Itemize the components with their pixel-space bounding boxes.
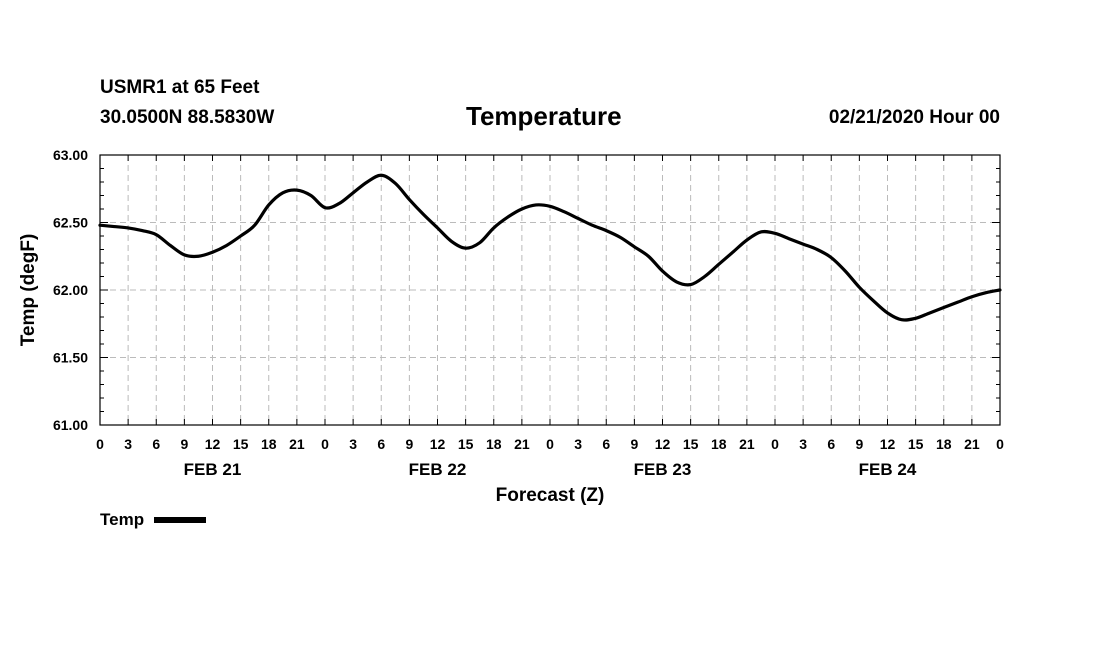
legend: Temp [100,510,207,530]
x-tick-label: 9 [180,436,188,452]
x-tick-label: 6 [602,436,610,452]
x-tick-label: 21 [289,436,305,452]
temp-series-line [98,173,1002,322]
y-axis-label: Temp (degF) [18,234,39,347]
x-tick-label: 15 [683,436,699,452]
x-tick-label: 0 [546,436,554,452]
legend-line-swatch [154,517,207,523]
x-tick-label: 3 [574,436,582,452]
y-tick-label: 63.00 [53,147,88,163]
y-tick-label: 61.00 [53,417,88,433]
y-tick-label: 61.50 [53,350,88,366]
x-tick-label: 0 [321,436,329,452]
x-tick-label: 21 [964,436,980,452]
station-label: USMR1 at 65 Feet [100,77,260,98]
x-tick-label: 0 [771,436,779,452]
x-tick-label: 6 [152,436,160,452]
x-tick-label: 9 [630,436,638,452]
x-tick-label: 9 [855,436,863,452]
x-tick-label: 12 [880,436,896,452]
x-tick-label: 3 [124,436,132,452]
x-tick-label: 15 [233,436,249,452]
x-tick-label: 18 [936,436,952,452]
x-tick-label: 3 [349,436,357,452]
y-tick-label: 62.50 [53,215,88,231]
x-tick-label: 12 [430,436,446,452]
x-tick-label: 21 [739,436,755,452]
x-tick-label: 0 [96,436,104,452]
x-tick-label: 9 [405,436,413,452]
x-tick-label: 21 [514,436,530,452]
run-time-label: 02/21/2020 Hour 00 [828,107,1000,128]
x-tick-label: 12 [205,436,221,452]
x-tick-label: 15 [458,436,474,452]
date-label: FEB 21 [184,460,242,479]
coordinates-label: 30.0500N 88.5830W [100,107,275,128]
date-label: FEB 24 [859,460,917,479]
x-tick-label: 18 [486,436,502,452]
x-tick-label: 12 [655,436,671,452]
x-axis-label: Forecast (Z) [496,485,605,506]
x-tick-label: 18 [261,436,277,452]
date-label: FEB 23 [634,460,692,479]
x-tick-label: 15 [908,436,924,452]
x-tick-label: 3 [799,436,807,452]
date-label: FEB 22 [409,460,467,479]
x-tick-label: 18 [711,436,727,452]
x-tick-label: 0 [996,436,1004,452]
chart-title: Temperature [466,101,622,131]
x-tick-label: 6 [827,436,835,452]
x-tick-label: 6 [377,436,385,452]
legend-label: Temp [100,510,145,529]
y-tick-label: 62.00 [53,282,88,298]
